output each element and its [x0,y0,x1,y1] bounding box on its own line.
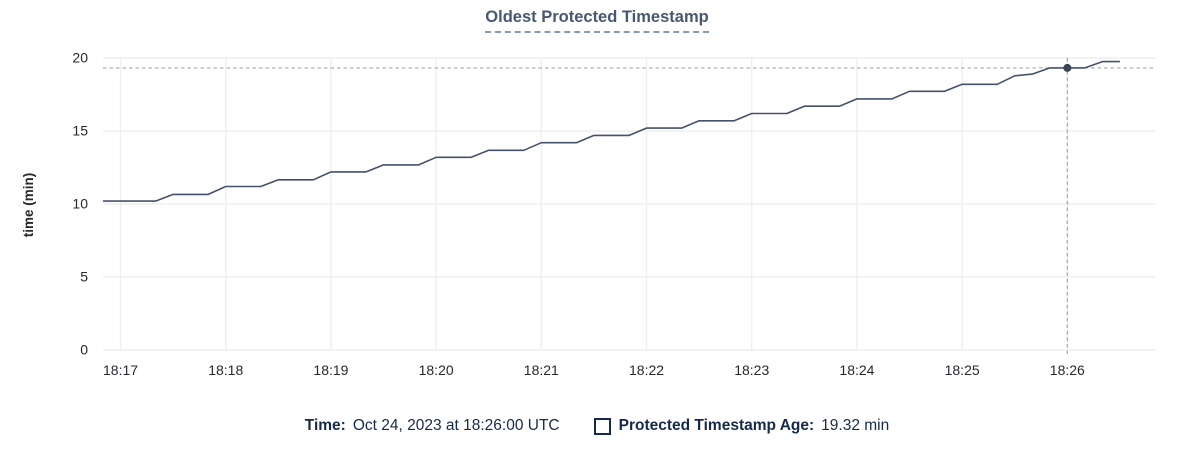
time-label: Time: [304,417,346,434]
chart-legend: Time: Oct 24, 2023 at 18:26:00 UTC Prote… [0,417,1194,435]
chart-title: Oldest Protected Timestamp [485,8,709,33]
y-tick-label: 20 [72,50,88,66]
x-tick-label: 18:25 [945,362,980,378]
x-tick-label: 18:21 [524,362,559,378]
horizontal-gridlines [103,57,1155,351]
y-tick-label: 15 [72,123,88,139]
time-value: Oct 24, 2023 at 18:26:00 UTC [352,417,560,434]
series-line-protected-timestamp-age [103,60,1120,202]
y-tick-label: 5 [80,269,88,285]
x-tick-label: 18:17 [103,362,138,378]
y-tick-label: 10 [72,196,88,212]
x-tick-label: 18:26 [1050,362,1085,378]
y-axis-title: time (min) [21,173,36,238]
x-tick-label: 18:20 [419,362,454,378]
chart-title-row: Oldest Protected Timestamp [0,8,1194,33]
x-tick-label: 18:22 [629,362,664,378]
x-tick-label: 18:24 [839,362,874,378]
x-tick-label: 18:19 [313,362,348,378]
x-axis-tick-labels: 18:17 18:18 18:19 18:20 18:21 18:22 18:2… [103,362,1085,378]
series-legend-value: 19.32 min [821,417,890,434]
series-legend-label: Protected Timestamp Age: [618,417,815,434]
series-toggle-checkbox-icon[interactable] [593,417,611,435]
x-tick-label: 18:23 [734,362,769,378]
hover-point-dot [1063,63,1072,72]
chart-canvas[interactable]: 0 5 10 15 20 18:17 18:18 18:19 18:20 18:… [0,0,1194,400]
x-tick-label: 18:18 [208,362,243,378]
y-tick-label: 0 [80,342,88,358]
y-axis-tick-labels: 0 5 10 15 20 [72,50,88,358]
